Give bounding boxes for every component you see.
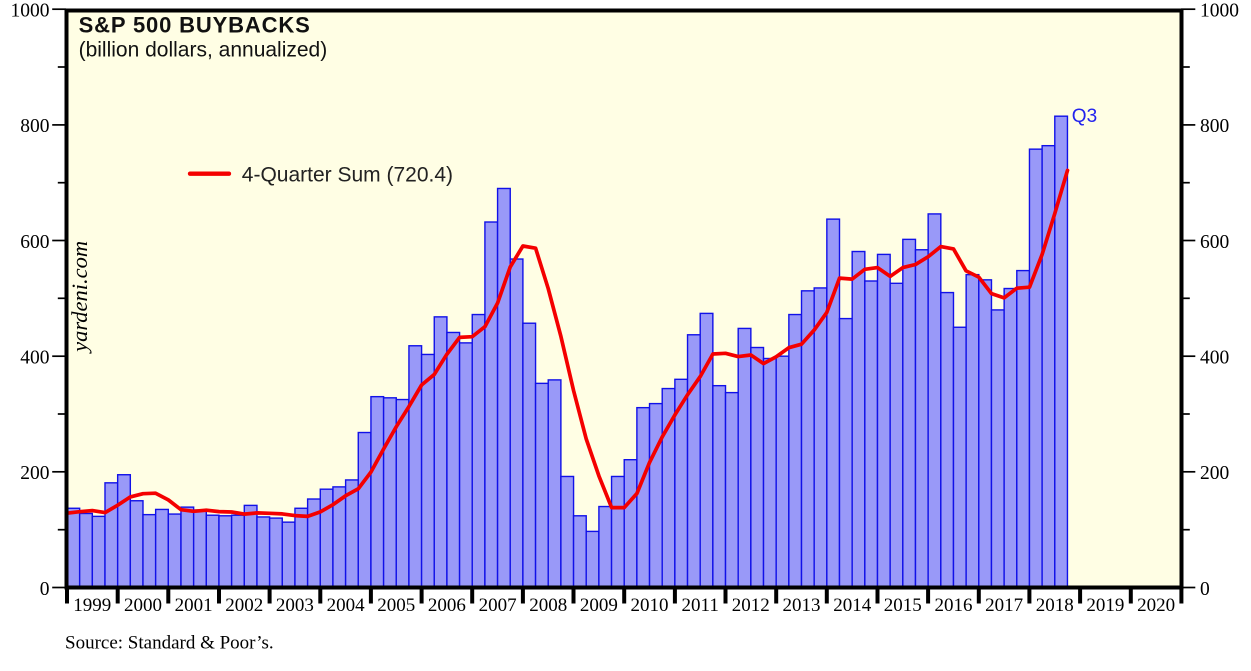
svg-text:1999: 1999 (73, 595, 111, 616)
svg-text:2020: 2020 (1137, 595, 1175, 616)
svg-text:800: 800 (1200, 116, 1229, 137)
svg-text:2019: 2019 (1086, 595, 1124, 616)
svg-text:2011: 2011 (682, 595, 719, 616)
svg-text:800: 800 (20, 116, 49, 137)
svg-text:(billion dollars, annualized): (billion dollars, annualized) (79, 39, 328, 62)
svg-text:2014: 2014 (833, 595, 872, 616)
svg-text:2015: 2015 (884, 595, 922, 616)
svg-text:2000: 2000 (124, 595, 162, 616)
svg-text:2001: 2001 (175, 595, 213, 616)
svg-text:2007: 2007 (479, 595, 517, 616)
svg-text:400: 400 (1200, 348, 1229, 369)
svg-text:2004: 2004 (327, 595, 366, 616)
svg-text:yardeni.com: yardeni.com (67, 241, 92, 354)
svg-text:2012: 2012 (732, 595, 770, 616)
svg-text:S&P 500 BUYBACKS: S&P 500 BUYBACKS (79, 13, 311, 38)
svg-text:2009: 2009 (580, 595, 618, 616)
svg-text:Source: Standard & Poor’s.: Source: Standard & Poor’s. (65, 633, 274, 654)
svg-text:1000: 1000 (1200, 1, 1239, 22)
svg-text:0: 0 (40, 579, 50, 600)
svg-text:1000: 1000 (11, 1, 50, 22)
svg-text:0: 0 (1200, 579, 1210, 600)
svg-text:Q3: Q3 (1072, 106, 1097, 127)
svg-text:200: 200 (20, 463, 49, 484)
svg-text:2010: 2010 (631, 595, 669, 616)
svg-text:2006: 2006 (428, 595, 466, 616)
svg-text:2016: 2016 (935, 595, 973, 616)
svg-text:2003: 2003 (276, 595, 314, 616)
svg-text:400: 400 (20, 348, 49, 369)
svg-text:600: 600 (1200, 232, 1229, 253)
svg-text:2002: 2002 (225, 595, 263, 616)
svg-text:2017: 2017 (985, 595, 1023, 616)
svg-text:600: 600 (20, 232, 49, 253)
svg-text:200: 200 (1200, 463, 1229, 484)
svg-text:2018: 2018 (1036, 595, 1074, 616)
svg-text:2008: 2008 (529, 595, 567, 616)
svg-text:4-Quarter Sum (720.4): 4-Quarter Sum (720.4) (242, 163, 453, 186)
svg-text:2013: 2013 (783, 595, 821, 616)
svg-text:2005: 2005 (377, 595, 415, 616)
